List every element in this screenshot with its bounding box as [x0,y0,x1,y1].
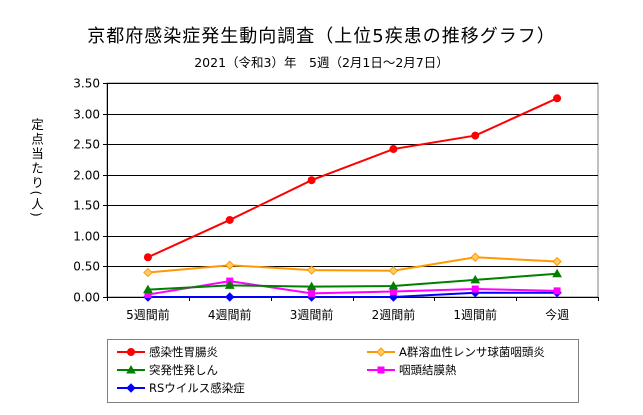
y-axis-label: 定点当たり(人) [29,118,44,219]
data-point [143,284,153,294]
data-point [143,253,152,262]
series-line [147,272,558,291]
legend-marker [377,366,385,374]
data-point [224,280,235,289]
data-point [470,274,481,284]
legend-marker [376,347,386,357]
data-point [553,287,561,295]
series-line [147,256,558,274]
plot-area [106,82,599,298]
legend-item: 突発性発しん [116,362,218,378]
series-2 [143,268,562,294]
x-tick-label: 4週間前 [208,307,252,322]
data-point [308,289,316,297]
data-point [225,260,235,270]
data-point [389,145,398,154]
data-point [552,256,562,267]
data-point [388,266,399,276]
legend-item: 咽頭結膜熱 [366,362,457,378]
x-tick-label: 1週間前 [453,307,497,322]
legend-label: RSウイルス感染症 [149,381,245,395]
x-tick-label: 5週間前 [126,307,170,322]
data-point [470,252,480,262]
x-tick-label: 3週間前 [290,307,334,322]
x-tick-label: 2週間前 [372,307,416,322]
data-point [307,176,316,185]
legend-swatch [367,366,395,374]
data-point [471,131,480,140]
data-point [306,265,317,275]
series-line [147,280,558,296]
legend-marker [126,383,136,393]
series-line [147,291,558,298]
data-point [471,285,479,293]
y-tick-label: 1.50 [73,199,100,213]
x-tick-label: 今週 [545,307,569,322]
y-tick-label: 2.50 [73,138,100,152]
series-line [147,97,558,259]
y-tick-label: 0.50 [73,260,100,274]
legend-label: 咽頭結膜熱 [399,363,457,377]
legend-item: A群溶血性レンサ球菌咽頭炎 [366,344,545,360]
chart-title: 京都府感染症発生動向調査（上位5疾患の推移グラフ） [87,26,556,47]
legend-label: 突発性発しん [149,363,218,377]
legend-swatch [367,347,395,357]
y-tick-label: 3.00 [73,108,100,122]
legend-swatch [117,348,145,356]
legend-label: A群溶血性レンサ球菌咽頭炎 [399,345,545,359]
legend-swatch [117,383,145,393]
y-tick-label: 0.00 [73,291,100,305]
data-point [306,281,317,291]
series-0 [143,94,562,262]
legend-marker [126,364,136,374]
data-point [388,292,399,302]
legend-marker [127,348,135,356]
legend-label: 感染性胃腸炎 [149,345,218,359]
legend-swatch [117,364,145,374]
y-tick-label: 3.50 [73,77,100,91]
legend-item: RSウイルス感染症 [116,380,245,396]
series-1 [143,252,562,278]
data-point [225,215,234,224]
chart-legend: 感染性胃腸炎 A群溶血性レンサ球菌咽頭炎突発性発しん 咽頭結膜熱 RSウイルス感染症 [107,339,579,403]
data-point [552,268,562,278]
y-tick-label: 1.00 [73,230,100,244]
data-point [388,280,399,290]
data-point [553,94,562,103]
y-tick-label: 2.00 [73,169,100,183]
data-point [225,292,235,302]
legend-item: 感染性胃腸炎 [116,344,218,360]
data-point [143,267,153,278]
chart-subtitle: 2021（令和3）年 5週（2月1日～2月7日） [194,55,449,70]
